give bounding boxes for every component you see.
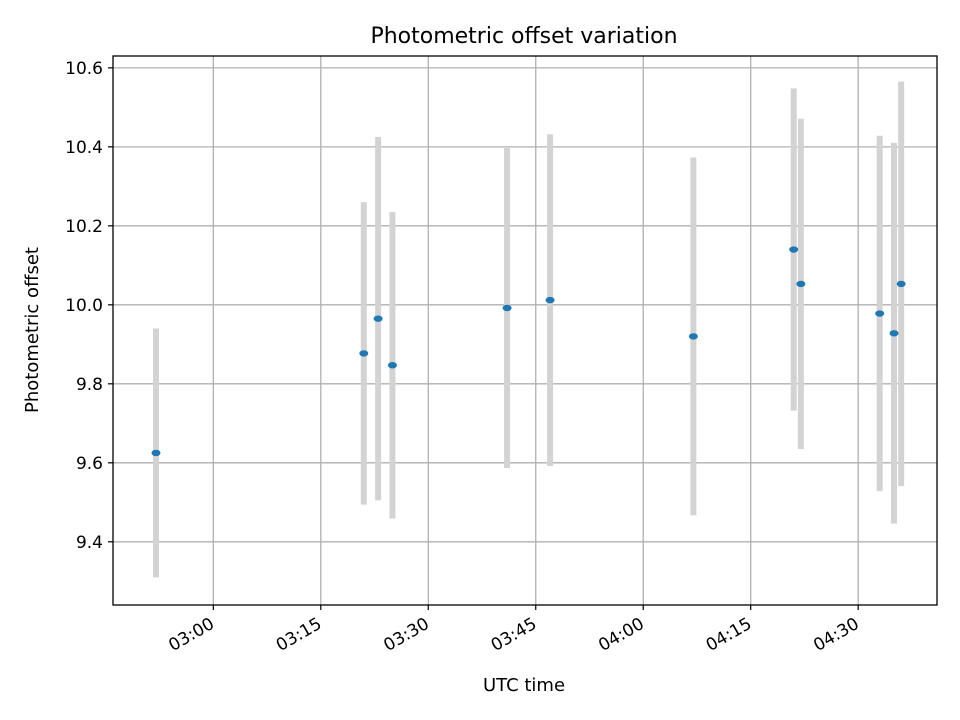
data-point — [896, 280, 906, 288]
y-tick-label: 10.6 — [65, 59, 103, 79]
data-point — [151, 449, 161, 457]
y-tick-label: 9.4 — [76, 533, 103, 553]
x-tick-label: 04:00 — [595, 614, 647, 656]
x-tick-label: 04:30 — [810, 614, 862, 656]
y-tick-label: 10.2 — [65, 217, 103, 237]
y-tick-label: 9.8 — [76, 375, 103, 395]
data-point — [502, 304, 512, 312]
x-tick-label: 04:15 — [703, 614, 755, 656]
grid — [113, 56, 937, 605]
data-point — [889, 330, 899, 337]
y-tick-label: 9.6 — [76, 454, 103, 474]
x-tick-label: 03:00 — [165, 614, 217, 656]
x-tick-label: 03:45 — [488, 614, 540, 656]
data-point — [359, 350, 369, 357]
data-point — [796, 280, 806, 288]
x-axis-ticks: 03:00 03:15 03:30 03:45 04:00 04:15 04:30 — [165, 605, 863, 656]
x-tick-label: 03:15 — [273, 614, 325, 656]
x-axis-label: UTC time — [483, 675, 565, 696]
y-axis-label: Photometric offset — [22, 247, 43, 413]
data-point — [387, 362, 397, 369]
data-point — [373, 315, 383, 322]
plot-frame — [112, 55, 938, 606]
y-tick-label: 10.0 — [65, 296, 103, 316]
y-axis-ticks: 9.4 9.6 9.8 10.0 10.2 10.4 10.6 — [65, 59, 113, 553]
x-tick-label: 03:30 — [380, 614, 432, 656]
data-point — [545, 296, 555, 304]
data-point — [688, 333, 698, 340]
chart-title: Photometric offset variation — [370, 24, 677, 49]
y-tick-label: 10.4 — [65, 138, 103, 158]
data-point — [875, 310, 885, 317]
data-point — [789, 246, 799, 253]
data-points — [151, 246, 906, 457]
error-bars — [152, 81, 905, 578]
